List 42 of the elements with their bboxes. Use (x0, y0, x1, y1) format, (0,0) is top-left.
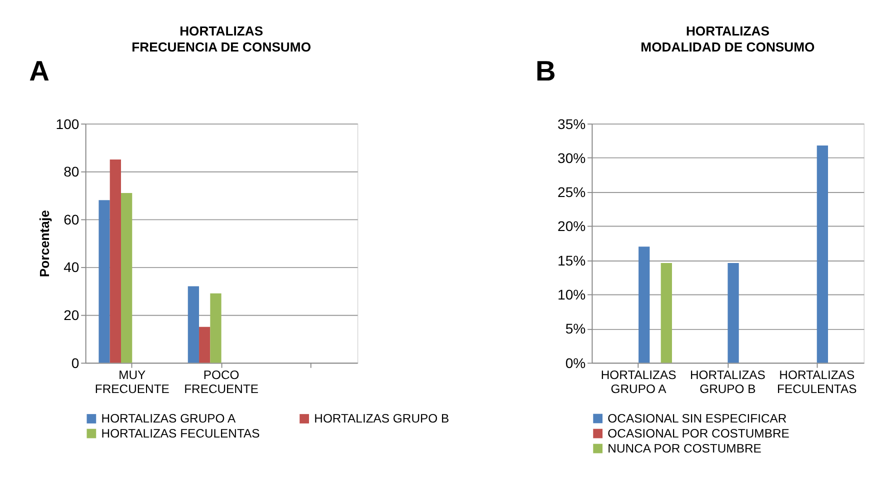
bar (199, 326, 210, 363)
chart-title: HORTALIZAS (686, 23, 770, 38)
chart-title: HORTALIZAS (180, 23, 264, 38)
legend-label: NUNCA POR COSTUMBRE (608, 441, 762, 456)
legend-label: HORTALIZAS FECULENTAS (101, 426, 260, 440)
x-tick-label: POCO FRECUENTE (184, 368, 259, 396)
bar (98, 200, 110, 363)
y-tick-label: 0% (565, 354, 586, 371)
y-tick-label: 5% (565, 320, 586, 337)
y-tick-label: 10% (558, 286, 586, 303)
y-tick-label: 0 (71, 354, 80, 371)
y-tick-label: 30% (558, 150, 586, 166)
x-tick-label: MUY FRECUENTE (94, 368, 170, 396)
legend-label: OCASIONAL SIN ESPECIFICAR (608, 411, 787, 426)
text: A (29, 55, 50, 86)
y-tick-label: 40 (64, 259, 80, 276)
y-tick-label: 20% (558, 218, 586, 234)
bar (660, 262, 672, 363)
legend-label: HORTALIZAS GRUPO A (101, 412, 236, 426)
bar (188, 286, 200, 363)
bar (110, 159, 122, 363)
x-tick-label: HORTALIZAS GRUPO A (600, 368, 676, 396)
y-tick-label: 25% (558, 184, 586, 200)
y-axis-title: Porcentaje (37, 210, 52, 278)
bar (210, 293, 222, 363)
bar (638, 246, 650, 363)
chart-subtitle: FRECUENCIA DE CONSUMO (132, 39, 312, 54)
chart-subtitle: MODALIDAD DE CONSUMO (640, 39, 815, 54)
bar (728, 262, 739, 363)
x-tick-label: HORTALIZAS FECULENTAS (777, 368, 857, 396)
y-tick-label: 100 (56, 116, 80, 132)
y-tick-label: 35% (558, 116, 586, 132)
y-tick-label: 15% (558, 252, 586, 268)
y-tick-label: 60 (64, 211, 80, 228)
x-tick-label: HORTALIZAS GRUPO B (690, 368, 766, 396)
y-tick-label: 20 (64, 307, 80, 324)
legend-label: HORTALIZAS GRUPO B (314, 412, 450, 426)
bar (816, 145, 828, 363)
y-tick-label: 80 (64, 164, 80, 180)
bar (121, 192, 132, 363)
legend-label: OCASIONAL POR COSTUMBRE (608, 426, 790, 440)
text: B (535, 55, 556, 86)
